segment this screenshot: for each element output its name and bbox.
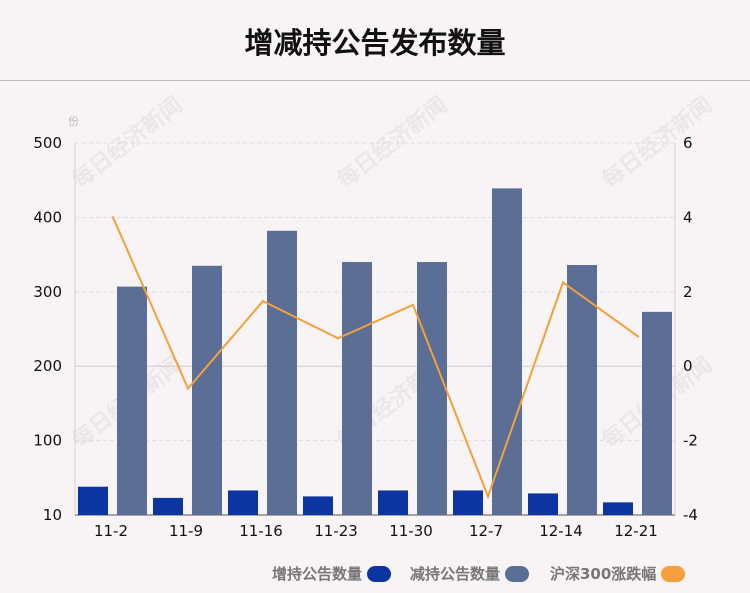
title-divider xyxy=(0,80,750,81)
y-left-tick-label: 400 xyxy=(33,208,62,226)
bar-decrease xyxy=(267,230,297,516)
x-tick-label: 12-7 xyxy=(469,522,503,540)
legend-swatch-hs300 xyxy=(661,565,686,582)
legend: 增持公告数量 减持公告数量 沪深300涨跌幅 xyxy=(0,563,750,587)
y-right-tick-label: 4 xyxy=(683,208,693,226)
legend-item-increase: 增持公告数量 xyxy=(272,563,392,584)
legend-label-decrease: 减持公告数量 xyxy=(410,565,501,583)
x-tick-label: 12-14 xyxy=(539,522,583,540)
y-left-tick-label: 500 xyxy=(33,134,62,152)
bar-increase xyxy=(603,502,633,515)
y-right-tick-label: -2 xyxy=(683,432,698,450)
chart-title: 增减持公告发布数量 xyxy=(244,26,506,60)
legend-swatch-decrease xyxy=(505,565,530,582)
bar-decrease xyxy=(492,188,522,515)
y-left-tick-label: 10 xyxy=(43,506,62,524)
x-tick-label: 11-30 xyxy=(389,522,433,540)
y-right-tick-label: -4 xyxy=(683,506,698,524)
y-right-tick-label: 6 xyxy=(683,134,693,152)
bar-increase xyxy=(78,486,108,515)
legend-label-increase: 增持公告数量 xyxy=(272,565,363,583)
bar-increase xyxy=(303,496,333,515)
line-point xyxy=(486,495,490,498)
y-left-unit: 份 xyxy=(68,115,79,128)
bar-decrease xyxy=(642,311,672,515)
bar-increase xyxy=(528,493,558,515)
x-tick-label: 11-2 xyxy=(94,522,128,540)
line-point xyxy=(186,387,190,390)
line-point xyxy=(111,216,115,219)
legend-label-hs300: 沪深300涨跌幅 xyxy=(550,565,657,583)
legend-item-hs300: 沪深300涨跌幅 xyxy=(550,563,686,584)
line-point xyxy=(561,281,565,284)
bar-increase xyxy=(153,497,183,515)
x-tick-label: 11-23 xyxy=(314,522,358,540)
legend-item-decrease: 减持公告数量 xyxy=(410,563,530,584)
y-left-tick-label: 100 xyxy=(33,432,62,450)
y-right-tick-label: 0 xyxy=(683,357,693,375)
line-hs300 xyxy=(112,216,639,500)
x-tick-label: 11-16 xyxy=(239,522,283,540)
line-point xyxy=(261,299,265,303)
bar-increase xyxy=(228,490,258,515)
bar-decrease xyxy=(117,286,147,515)
bar-increase xyxy=(378,490,408,515)
x-tick-label: 11-9 xyxy=(169,522,203,540)
line-point xyxy=(636,335,640,338)
bar-increase xyxy=(453,490,483,515)
y-right-tick-label: 2 xyxy=(683,283,693,301)
line-point xyxy=(336,337,340,340)
x-tick-label: 12-21 xyxy=(614,522,658,540)
bar-decrease xyxy=(417,262,447,515)
y-left-tick-label: 300 xyxy=(33,283,62,301)
bar-decrease xyxy=(567,265,597,515)
bar-decrease xyxy=(342,262,372,515)
bar-decrease xyxy=(192,265,222,515)
line-point xyxy=(411,303,415,307)
y-left-tick-label: 200 xyxy=(33,357,62,375)
legend-swatch-increase xyxy=(367,565,392,582)
